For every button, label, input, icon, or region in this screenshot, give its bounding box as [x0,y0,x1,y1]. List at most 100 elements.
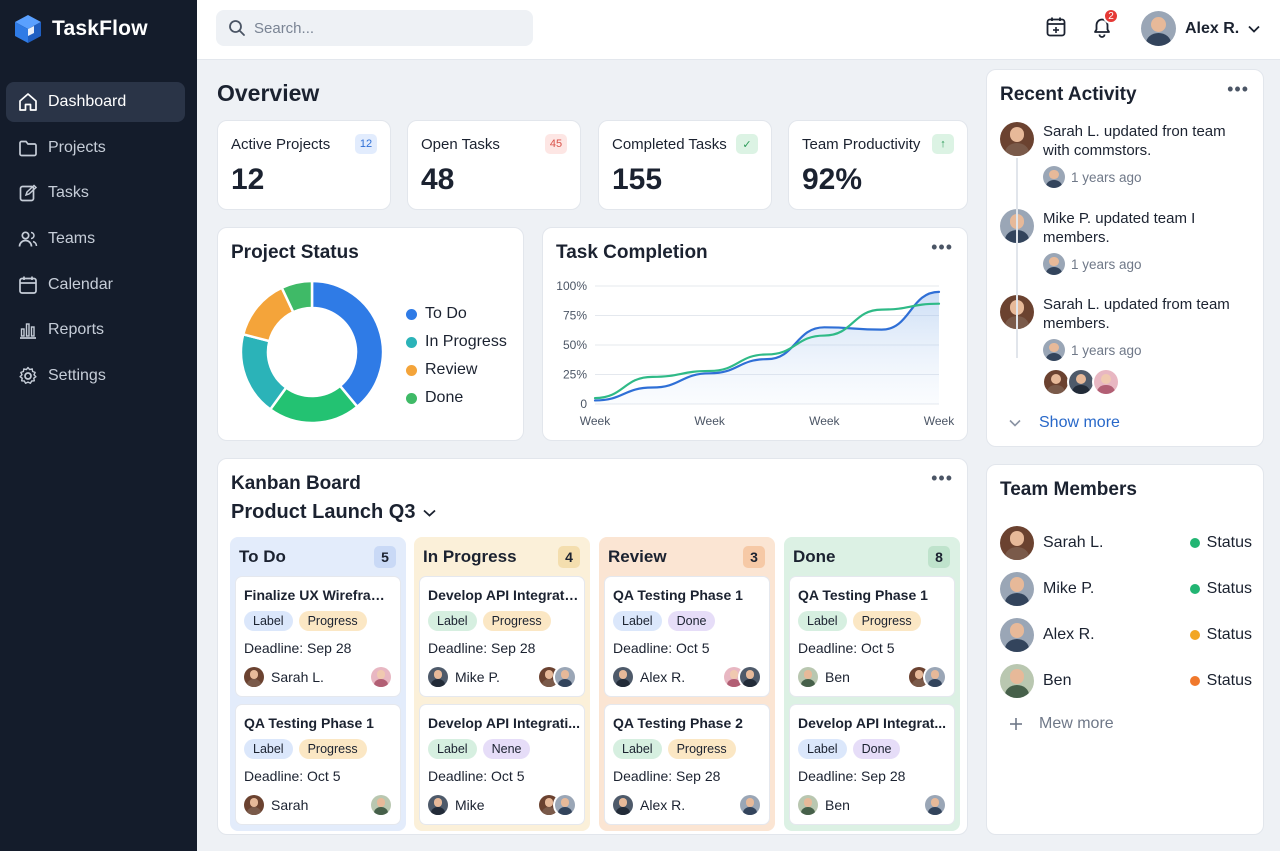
task-tags: Label Progress [798,611,921,631]
column-count-badge: 3 [743,546,765,568]
team-member-row[interactable]: Sarah L. Status [1000,526,1252,560]
task-card[interactable]: Develop API Integration Label Progress Dead… [419,576,585,697]
sidebar-item-projects[interactable]: Projects [6,128,185,168]
task-tag: Label [613,611,662,631]
add-member-button[interactable]: Mew more [1009,715,1114,733]
legend-swatch [406,364,417,376]
avatar [539,667,559,687]
plus-icon [1010,718,1022,730]
member-status: Status [1189,534,1252,552]
assignee-name: Mike [455,797,485,813]
series-line [593,290,941,402]
kanban-column: Review 3 QA Testing Phase 1 Label Done Deadli… [599,537,775,831]
calendar-add-icon[interactable] [1046,16,1066,38]
member-status: Status [1189,580,1252,598]
topbar: 2 Alex R. [197,0,1280,60]
task-tag: Progress [298,739,367,759]
status-dot [1189,584,1200,594]
cube-logo-icon [15,15,41,43]
task-card[interactable]: QA Testing Phase 2 Label Progress Deadline:… [604,704,770,825]
task-card[interactable]: Develop API Integrati... Label Nene Deadlin… [419,704,585,825]
sidebar-item-label: Teams [48,230,96,248]
task-card[interactable]: Finalize UX Wireframes Label Progress Deadl… [235,576,401,697]
notification-count-badge: 2 [1103,8,1119,24]
sidebar-item-settings[interactable]: Settings [6,356,185,396]
avatar [909,667,929,687]
project-status-legend: To Do In Progress Review Done [406,300,507,412]
user-menu[interactable]: Alex R. [1141,11,1260,46]
task-card[interactable]: QA Testing Phase 1 Label Progress Deadline:… [235,704,401,825]
kanban-board-card: Kanban Board ••• Product Launch Q3 To Do… [217,458,968,835]
stat-badge: ↑ [932,134,954,154]
task-tags: Label Done [613,611,716,631]
task-title: Develop API Integration [428,587,580,603]
avatar [244,795,264,815]
task-tags: Label Progress [613,739,736,759]
sidebar-item-dashboard[interactable]: Dashboard [6,82,185,122]
legend-swatch [406,336,417,348]
sidebar-item-label: Tasks [48,184,89,202]
avatar [1000,618,1034,652]
task-card[interactable]: Develop API Integrat... Label Done Deadline… [789,704,955,825]
donut-slice [280,280,314,314]
stat-label: Completed Tasks [612,136,727,153]
notifications-button[interactable]: 2 [1092,8,1119,43]
stat-badge: 45 [545,134,567,154]
task-tags: Label Nene [428,739,531,759]
kanban-column: In Progress 4 Develop API Integration Label… [414,537,590,831]
activity-time-label: 1 years ago [1071,169,1142,185]
task-deadline: Deadline: Sep 28 [798,768,906,784]
avatar [724,667,744,687]
column-count-badge: 4 [558,546,580,568]
task-deadline: Deadline: Oct 5 [613,640,710,656]
task-card[interactable]: QA Testing Phase 1 Label Progress Deadline:… [789,576,955,697]
show-more-label: Show more [1039,414,1120,431]
x-tick-label: Week [580,414,611,428]
avatar [1043,339,1065,361]
activity-time: 1 years ago [1043,253,1142,275]
team-member-row[interactable]: Mike P. Status [1000,572,1252,606]
task-assignee: Alex R. [613,795,685,815]
project-status-title: Project Status [231,242,359,263]
task-deadline: Deadline: Oct 5 [244,768,341,784]
folder-icon [19,140,37,157]
x-tick-label: Week [694,414,725,428]
legend-label: In Progress [425,333,507,350]
project-status-card: Project Status To Do In Progress Review Don… [217,227,524,441]
stat-value: 92% [802,163,863,196]
avatar [371,667,391,687]
bell-icon [1094,18,1110,38]
stat-value: 48 [421,163,455,196]
kanban-column: To Do 5 Finalize UX Wireframes Label Progres… [230,537,406,831]
sidebar-item-reports[interactable]: Reports [6,310,185,350]
show-more-link[interactable]: Show more [1009,414,1120,432]
task-card[interactable]: QA Testing Phase 1 Label Done Deadline: Oct… [604,576,770,697]
recent-activity-card: Recent Activity ••• Sarah L. updated fro… [986,69,1264,447]
search-input[interactable] [254,19,514,37]
brand[interactable]: TaskFlow [14,14,148,44]
assignee-name: Sarah [271,797,309,813]
assignee-name: Alex R. [640,797,686,813]
y-tick-label: 100% [556,279,587,293]
status-dot [1189,538,1200,548]
more-options-icon[interactable]: ••• [1227,79,1249,99]
project-selector-label: Product Launch Q3 [231,501,416,523]
activity-time: 1 years ago [1043,339,1142,361]
stat-badge: ✓ [736,134,758,154]
sidebar-item-tasks[interactable]: Tasks [6,173,185,213]
team-member-row[interactable]: Ben Status [1000,664,1252,698]
sidebar-item-calendar[interactable]: Calendar [6,265,185,305]
task-assignee: Mike P. [428,667,500,687]
project-selector[interactable]: Product Launch Q3 [231,501,437,524]
assignee-name: Ben [825,797,850,813]
y-tick-label: 0 [580,397,587,411]
x-tick-label: Week [924,414,955,428]
avatar [1094,370,1118,394]
more-options-icon[interactable]: ••• [931,237,953,257]
task-tag: Label [244,739,293,759]
more-options-icon[interactable]: ••• [931,468,953,488]
team-member-row[interactable]: Alex R. Status [1000,618,1252,652]
sidebar-item-teams[interactable]: Teams [6,219,185,259]
task-title: QA Testing Phase 1 [798,587,928,603]
task-deadline: Deadline: Sep 28 [428,640,536,656]
